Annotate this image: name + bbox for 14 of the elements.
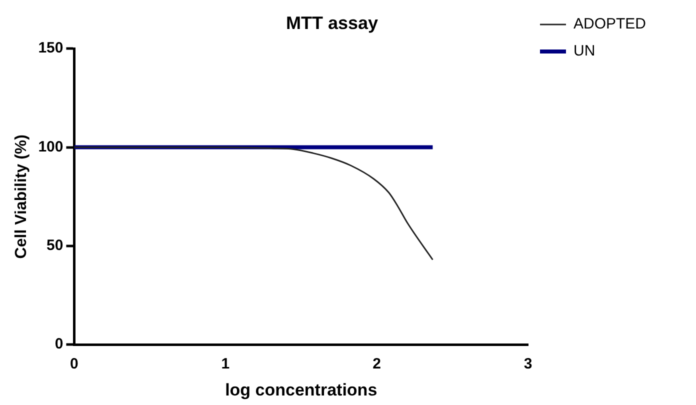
y-tick-label: 150: [38, 40, 64, 57]
x-tick-label: 2: [372, 356, 381, 373]
y-axis-title: Cell Viability (%): [13, 134, 30, 259]
y-tick-label: 100: [38, 138, 64, 156]
x-tick-label: 1: [221, 356, 230, 373]
y-tick-label: 0: [54, 336, 64, 353]
x-tick-label: 0: [70, 356, 78, 373]
chart-title: MTT assay: [286, 12, 378, 33]
legend-label: ADOPTED: [573, 16, 646, 33]
x-axis-title: log concentrations: [225, 380, 378, 400]
x-tick-label: 3: [524, 356, 532, 373]
legend-label: UN: [573, 42, 596, 60]
y-tick-label: 50: [46, 237, 64, 254]
line-series: [74, 146, 434, 260]
